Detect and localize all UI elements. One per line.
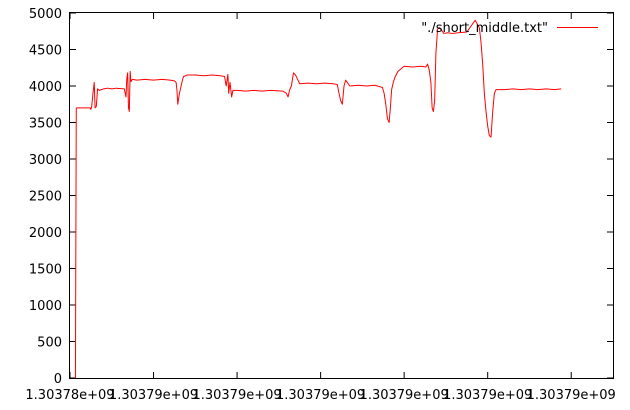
plot-frame xyxy=(69,12,614,379)
x-tick-label: 1.30379e+09 xyxy=(109,388,198,403)
x-tick: 1.30379e+09 xyxy=(443,13,532,403)
x-tick: 1.30379e+09 xyxy=(360,13,449,403)
x-tick-label: 1.30379e+09 xyxy=(276,388,365,403)
y-tick-label: 2000 xyxy=(29,226,62,241)
y-tick-label: 1500 xyxy=(29,263,62,278)
series-layer xyxy=(74,19,562,379)
y-tick-label: 2500 xyxy=(29,190,62,205)
x-tick-label: 1.30379e+09 xyxy=(527,388,616,403)
x-tick: 1.30378e+09 xyxy=(25,13,115,403)
x-tick: 1.30379e+09 xyxy=(527,13,616,403)
y-tick: 4500 xyxy=(29,44,613,59)
y-tick-label: 0 xyxy=(54,372,62,387)
x-tick-label: 1.30379e+09 xyxy=(360,388,449,403)
x-tick-label: 1.30378e+09 xyxy=(25,388,114,403)
x-tick: 1.30379e+09 xyxy=(276,13,365,403)
legend-label: "./short_middle.txt" xyxy=(421,21,548,36)
y-tick-label: 4000 xyxy=(29,80,62,95)
y-tick-label: 3500 xyxy=(29,117,62,132)
y-tick: 0 xyxy=(54,372,613,387)
y-tick: 4000 xyxy=(29,80,613,95)
y-tick-label: 500 xyxy=(37,336,62,351)
y-tick: 1000 xyxy=(29,299,613,314)
y-tick: 1500 xyxy=(29,263,613,278)
y-axis: 0 500 1000 1500 2000 2500 3000 3500 4000 4500 5000 xyxy=(29,7,613,387)
y-tick-label: 3000 xyxy=(29,153,62,168)
series-line-0 xyxy=(74,19,562,379)
x-tick: 1.30379e+09 xyxy=(109,13,198,403)
x-tick-label: 1.30379e+09 xyxy=(192,388,281,403)
y-tick-label: 5000 xyxy=(29,7,62,22)
y-tick: 3000 xyxy=(29,153,613,168)
y-tick: 5000 xyxy=(29,7,613,22)
legend: "./short_middle.txt" xyxy=(421,21,598,36)
y-tick: 2500 xyxy=(29,190,613,205)
x-tick-label: 1.30379e+09 xyxy=(443,388,532,403)
x-axis: 1.30378e+091.30379e+091.30379e+091.30379… xyxy=(25,13,616,403)
y-tick: 500 xyxy=(37,336,613,351)
y-tick-label: 1000 xyxy=(29,299,62,314)
y-tick: 3500 xyxy=(29,117,613,132)
x-tick: 1.30379e+09 xyxy=(192,13,282,403)
y-tick: 2000 xyxy=(29,226,613,241)
y-tick-label: 4500 xyxy=(29,44,62,59)
